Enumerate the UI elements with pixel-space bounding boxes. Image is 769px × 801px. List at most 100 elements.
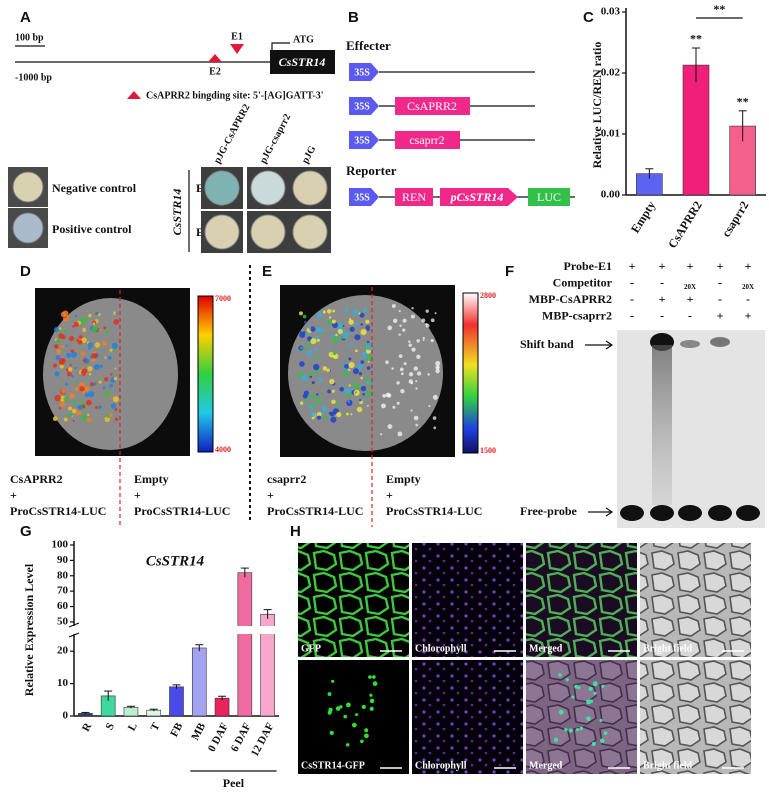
error-bar: [149, 708, 158, 712]
signal-spot: [66, 371, 72, 377]
signal-spot: [80, 351, 85, 356]
signal-spot: [360, 360, 365, 364]
signal-spot: [62, 329, 66, 333]
signal-spot: [357, 363, 363, 370]
signal-spot: [363, 308, 368, 313]
signal-spot: [98, 380, 102, 384]
speckle: [398, 333, 401, 336]
signal-spot: [60, 311, 67, 318]
gfp-signal: [558, 709, 564, 715]
speckle: [393, 318, 398, 323]
signal-spot: [71, 408, 77, 414]
signal-spot: [349, 326, 355, 332]
signal-spot: [355, 349, 358, 353]
gfp-signal: [574, 684, 579, 689]
bar: [123, 706, 139, 717]
x-tick-label: R: [80, 720, 95, 734]
signal-spot: [58, 333, 64, 339]
signal-spot: [322, 366, 328, 371]
signal-spot: [348, 368, 351, 372]
panel-label: B: [348, 9, 359, 26]
signal-spot: [316, 312, 323, 318]
signal-spot: [77, 339, 83, 345]
signal-spot: [68, 367, 73, 372]
micrograph: [640, 543, 751, 657]
control-label: Negative control: [52, 181, 137, 195]
signal-spot: [332, 309, 336, 313]
speckle: [425, 323, 430, 328]
signal-spot: [89, 382, 95, 387]
gfp-signal: [586, 716, 591, 722]
signal-spot: [329, 378, 335, 385]
speckle: [399, 324, 402, 327]
colony: [292, 170, 328, 206]
signal-spot: [357, 376, 360, 379]
start-codon-mark: [271, 42, 290, 50]
gfp-signal: [601, 684, 605, 688]
section-heading: Reporter: [346, 163, 397, 178]
signal-spot: [69, 392, 75, 399]
gfp-signal: [331, 679, 335, 683]
signal-spot: [315, 355, 319, 359]
signal-spot: [329, 411, 335, 417]
free-probe-band: [650, 505, 674, 521]
signal-spot: [106, 414, 110, 418]
signal-spot: [110, 403, 117, 409]
error-bar: [240, 567, 249, 578]
speckle: [422, 338, 425, 341]
signal-spot: [327, 389, 332, 394]
speckle: [387, 424, 393, 430]
speckle: [434, 312, 437, 315]
micrograph: [298, 543, 409, 657]
caption: +: [386, 488, 393, 502]
signal-spot: [53, 344, 59, 349]
caption: ProCsSTR14-LUC: [386, 504, 482, 518]
signal-spot: [80, 414, 87, 421]
prey-label: pJG-csaprr2: [258, 112, 293, 165]
signal-spot: [299, 361, 305, 367]
signal-spot: [317, 415, 322, 420]
gfp-signal: [351, 722, 357, 728]
gfp-signal: [328, 707, 333, 712]
speckle: [416, 354, 421, 359]
gfp-signal: [592, 681, 598, 687]
signal-spot: [356, 384, 361, 390]
speckle: [413, 415, 419, 421]
colony: [12, 212, 44, 244]
signal-spot: [74, 314, 77, 318]
signal-spot: [330, 334, 334, 338]
y-tick-label: 80: [57, 569, 69, 581]
speckle: [411, 306, 414, 310]
signal-spot: [309, 393, 315, 399]
signal-spot: [337, 328, 343, 335]
signal-spot: [308, 404, 313, 409]
signal-spot: [84, 392, 90, 398]
signal-spot: [81, 391, 86, 395]
signal-spot: [105, 391, 111, 397]
signal-spot: [336, 402, 340, 407]
signal-spot: [323, 415, 327, 420]
prey-label: pJG-CsAPRR2: [212, 102, 252, 165]
gfp-signal: [599, 738, 605, 744]
panel-label: A: [20, 9, 31, 26]
error-bar: [172, 684, 181, 689]
speckle: [432, 416, 437, 420]
speckle: [403, 362, 407, 366]
signal-spot: [351, 382, 356, 387]
gfp-signal: [355, 713, 359, 717]
signal-spot: [321, 330, 325, 333]
signal-spot: [344, 308, 349, 313]
signal-spot: [356, 406, 363, 413]
error-bar: [645, 168, 654, 179]
signal-spot: [77, 404, 83, 411]
signal-spot: [85, 399, 92, 406]
signal-spot: [366, 366, 371, 370]
promoter-arrow: [349, 63, 379, 81]
y-tick-label: 0.02: [601, 67, 621, 79]
signal-spot: [98, 313, 101, 316]
free-probe-band: [678, 505, 702, 521]
signal-spot: [362, 393, 365, 396]
signal-spot: [303, 320, 307, 324]
prey-label: pJG: [300, 144, 318, 166]
lane-sign: 20X: [684, 283, 696, 291]
